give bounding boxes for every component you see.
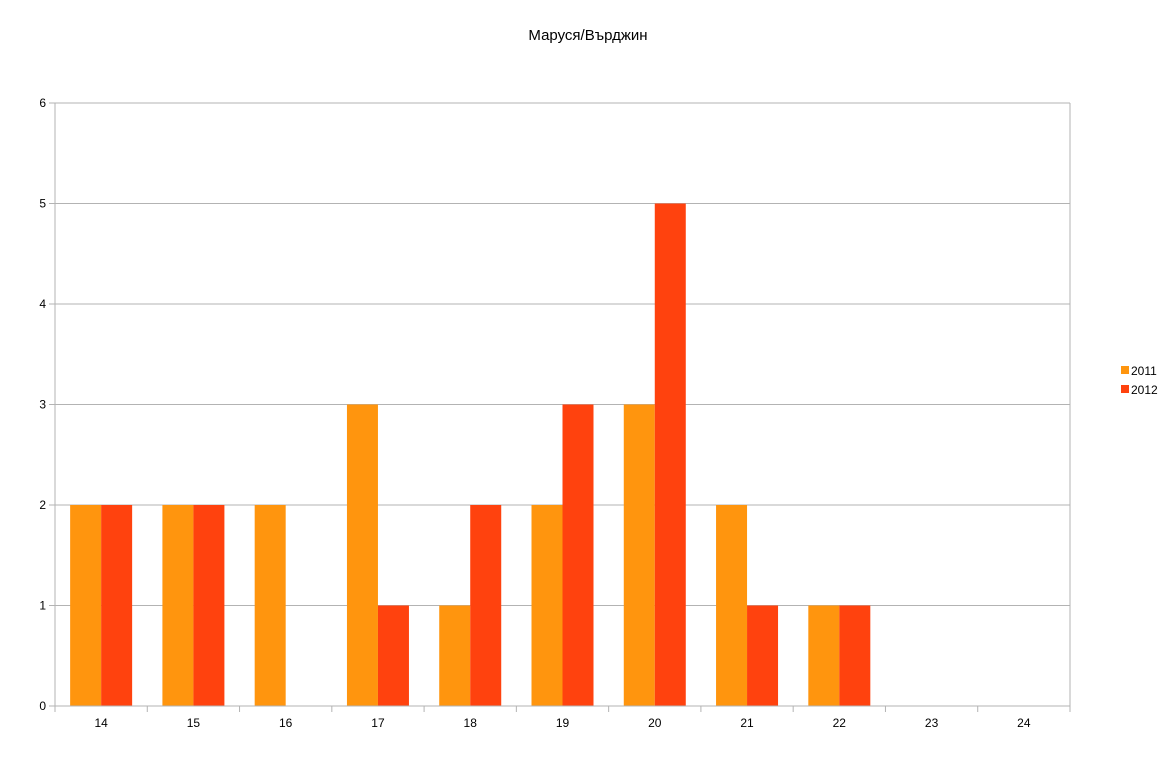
legend-label-2012: 2012: [1131, 383, 1158, 397]
bar-2012-19: [562, 404, 594, 706]
x-tick-label: 16: [279, 716, 293, 730]
bar-2011-15: [162, 505, 194, 706]
y-tick-label: 4: [39, 297, 46, 311]
bar-2011-21: [716, 505, 748, 706]
x-tick-label: 20: [648, 716, 662, 730]
bar-2012-18: [470, 505, 502, 706]
x-tick-label: 21: [740, 716, 754, 730]
x-axis-ticks: 14 15 16 17 18 19 20 21 22 23 24: [54, 706, 1071, 730]
x-tick-label: 24: [1017, 716, 1031, 730]
y-tick-label: 3: [39, 398, 46, 412]
x-tick-label: 15: [187, 716, 201, 730]
y-tick-label: 6: [39, 96, 46, 110]
y-axis-ticks: 0 1 2 3 4 5 6: [39, 96, 55, 713]
legend-swatch-2011: [1121, 366, 1129, 374]
legend: 2011 2012: [1121, 364, 1158, 397]
x-tick-label: 23: [925, 716, 939, 730]
bar-2011-17: [346, 404, 378, 706]
bar-2011-20: [623, 404, 655, 706]
bar-2011-14: [70, 505, 102, 706]
y-tick-label: 1: [39, 599, 46, 613]
bar-2011-16: [254, 505, 286, 706]
bar-2012-22: [839, 605, 871, 706]
bars: [70, 203, 871, 706]
x-tick-label: 19: [556, 716, 570, 730]
x-tick-label: 22: [833, 716, 847, 730]
bar-2012-17: [377, 605, 409, 706]
bar-2012-15: [193, 505, 225, 706]
bar-2012-14: [101, 505, 133, 706]
x-tick-label: 18: [464, 716, 478, 730]
y-tick-label: 2: [39, 498, 46, 512]
bar-2012-20: [654, 203, 686, 706]
x-tick-label: 17: [371, 716, 385, 730]
legend-label-2011: 2011: [1131, 364, 1157, 378]
chart-title: Маруся/Върджин: [528, 27, 647, 44]
x-tick-label: 14: [94, 716, 108, 730]
bar-2011-18: [439, 605, 471, 706]
y-tick-label: 0: [39, 699, 46, 713]
bar-2011-19: [531, 505, 563, 706]
bar-2011-22: [808, 605, 840, 706]
y-tick-label: 5: [39, 197, 46, 211]
legend-swatch-2012: [1121, 385, 1129, 393]
bar-2012-21: [747, 605, 779, 706]
